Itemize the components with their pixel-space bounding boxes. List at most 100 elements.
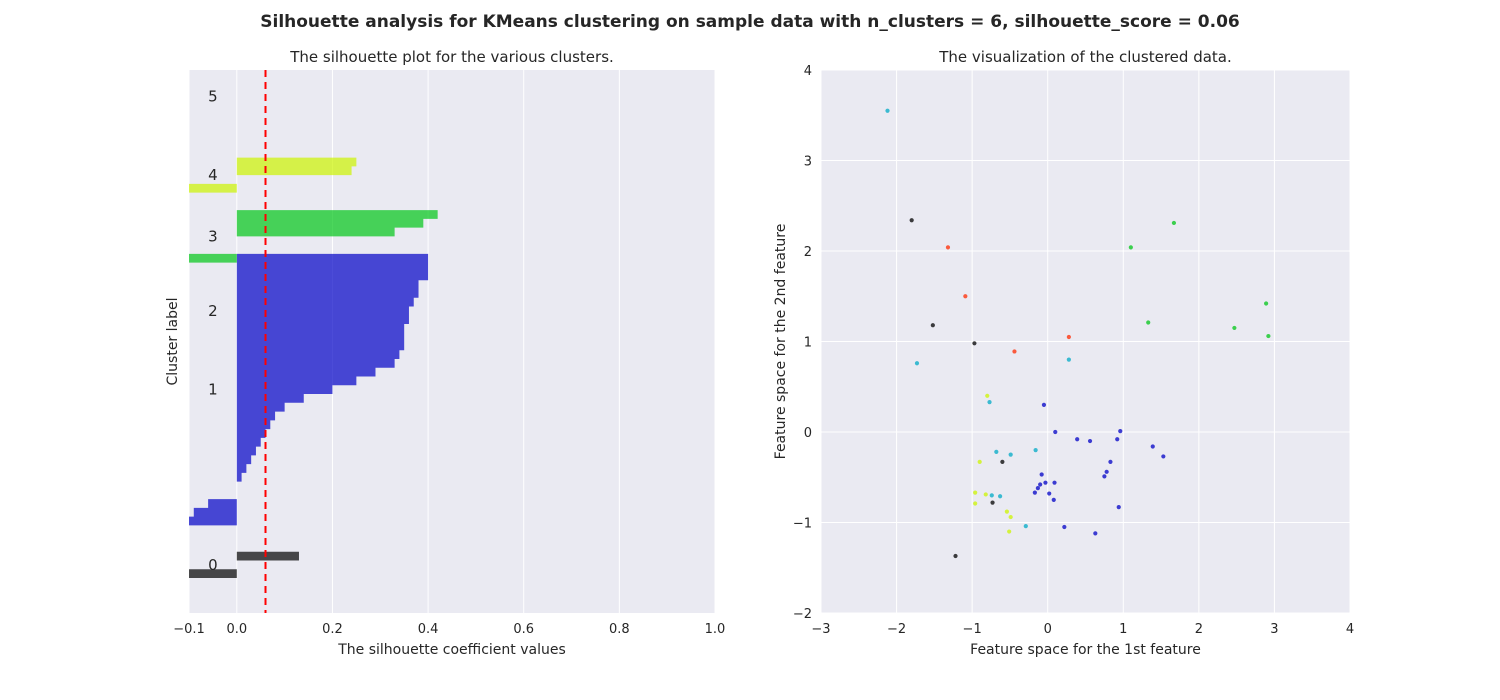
silhouette-y-axis-label: Cluster label (165, 298, 181, 386)
scatter-x-tick-label: 4 (1346, 622, 1354, 637)
scatter-plot-title: The visualization of the clustered data. (938, 48, 1232, 66)
scatter-point-cluster-1 (1075, 437, 1080, 442)
silhouette-cluster-fills (189, 157, 438, 578)
silhouette-fill-cluster-4 (189, 157, 357, 193)
scatter-point-cluster-3 (1171, 220, 1177, 226)
figure-suptitle: Silhouette analysis for KMeans clusterin… (260, 12, 1239, 32)
scatter-y-tick-label: −2 (793, 607, 812, 622)
silhouette-fill-cluster-0 (189, 551, 299, 578)
scatter-x-tick-label: 2 (1195, 622, 1203, 637)
scatter-point-cluster-0 (953, 553, 958, 559)
scatter-point-cluster-5 (1012, 349, 1017, 354)
scatter-x-tick-label: −1 (963, 622, 982, 637)
silhouette-plot: 0 1 2 3 4 5 −0.1 0.0 0.2 0.4 0.6 0.8 1.0 The silhou… (165, 48, 725, 658)
scatter-point-cluster-1 (1039, 472, 1044, 477)
silhouette-cluster-label-2: 2 (208, 302, 218, 320)
scatter-point-cluster-2 (998, 494, 1003, 499)
scatter-point-cluster-1 (1051, 497, 1056, 502)
scatter-y-tick-label: 3 (804, 155, 812, 170)
scatter-point-cluster-4 (977, 459, 982, 464)
scatter-point-cluster-3 (1266, 333, 1271, 339)
scatter-point-cluster-1 (1043, 480, 1048, 485)
silhouette-x-tick-label: 0.2 (322, 622, 343, 637)
scatter-x-tick-label: −3 (811, 622, 830, 637)
scatter-point-cluster-1 (1087, 438, 1093, 444)
silhouette-x-tick-label: 0.8 (609, 622, 630, 637)
scatter-point-cluster-0 (972, 341, 977, 346)
scatter-point-cluster-2 (994, 449, 999, 455)
scatter-point-cluster-3 (1128, 245, 1133, 250)
scatter-point-cluster-0 (990, 500, 995, 505)
silhouette-x-tick-label: 0.0 (226, 622, 247, 637)
scatter-point-cluster-4 (973, 501, 978, 506)
silhouette-x-tick-label: −0.1 (173, 622, 205, 637)
scatter-point-cluster-2 (885, 108, 890, 113)
scatter-point-cluster-1 (1102, 474, 1107, 479)
silhouette-x-tick-label: 0.6 (513, 622, 534, 637)
scatter-point-cluster-5 (945, 245, 951, 250)
scatter-points (885, 108, 1271, 559)
scatter-x-tick-labels: −3 −2 −1 0 1 2 3 4 (811, 622, 1354, 637)
scatter-point-cluster-2 (1066, 357, 1071, 362)
silhouette-cluster-label-0: 0 (208, 556, 218, 574)
scatter-y-tick-label: 0 (804, 426, 812, 441)
scatter-point-cluster-1 (1115, 437, 1120, 442)
scatter-point-cluster-3 (1146, 320, 1151, 325)
scatter-point-cluster-1 (1150, 444, 1155, 449)
scatter-x-tick-label: −2 (887, 622, 906, 637)
scatter-y-tick-label: −1 (793, 517, 812, 532)
scatter-y-tick-label: 4 (804, 64, 812, 79)
silhouette-cluster-label-4: 4 (208, 166, 218, 184)
scatter-point-cluster-1 (1104, 469, 1109, 474)
scatter-y-tick-label: 2 (804, 245, 812, 260)
scatter-point-cluster-4 (1004, 509, 1010, 514)
scatter-point-cluster-1 (1035, 486, 1040, 491)
scatter-point-cluster-0 (930, 323, 935, 328)
silhouette-x-tick-labels: −0.1 0.0 0.2 0.4 0.6 0.8 1.0 (173, 622, 725, 637)
scatter-y-axis-label: Feature space for the 2nd feature (773, 224, 789, 460)
scatter-point-cluster-3 (1264, 301, 1269, 306)
scatter-point-cluster-1 (1032, 490, 1037, 495)
scatter-point-cluster-4 (985, 393, 990, 398)
scatter-y-tick-label: 1 (804, 336, 812, 351)
scatter-point-cluster-2 (1033, 448, 1038, 453)
scatter-x-tick-label: 1 (1119, 622, 1127, 637)
scatter-point-cluster-2 (987, 400, 992, 405)
scatter-point-cluster-1 (1108, 459, 1113, 464)
scatter-point-cluster-1 (1038, 482, 1043, 487)
scatter-point-cluster-4 (1007, 529, 1012, 534)
silhouette-x-axis-label: The silhouette coefficient values (337, 642, 566, 658)
scatter-point-cluster-4 (983, 492, 988, 497)
silhouette-fill-cluster-3 (189, 210, 438, 263)
silhouette-x-tick-label: 1.0 (705, 622, 726, 637)
silhouette-cluster-label-3: 3 (208, 227, 218, 245)
scatter-x-tick-label: 3 (1270, 622, 1278, 637)
scatter-x-axis-label: Feature space for the 1st feature (970, 642, 1201, 658)
scatter-point-cluster-4 (1008, 514, 1013, 520)
scatter-x-tick-label: 0 (1044, 622, 1052, 637)
scatter-point-cluster-2 (914, 361, 920, 366)
silhouette-cluster-label-1: 1 (208, 381, 218, 399)
scatter-point-cluster-1 (1053, 429, 1058, 435)
scatter-point-cluster-1 (1116, 505, 1121, 510)
scatter-point-cluster-3 (1232, 325, 1237, 331)
scatter-point-cluster-1 (1062, 524, 1067, 530)
scatter-point-cluster-1 (1161, 454, 1166, 459)
scatter-point-cluster-1 (1052, 480, 1057, 485)
scatter-point-cluster-1 (1093, 531, 1098, 536)
scatter-point-cluster-2 (1023, 524, 1028, 529)
scatter-point-cluster-5 (963, 294, 968, 299)
scatter-point-cluster-1 (1047, 491, 1052, 496)
silhouette-fill-cluster-1 (189, 253, 429, 526)
scatter-point-cluster-5 (1066, 334, 1071, 340)
silhouette-cluster-label-5: 5 (208, 87, 218, 105)
scatter-y-tick-labels: −2 −1 0 1 2 3 4 (793, 64, 812, 622)
silhouette-cluster-labels: 0 1 2 3 4 5 (208, 87, 218, 574)
scatter-point-cluster-0 (909, 218, 914, 223)
scatter-point-cluster-2 (989, 493, 994, 498)
silhouette-x-tick-label: 0.4 (418, 622, 439, 637)
scatter-point-cluster-4 (973, 490, 978, 495)
scatter-point-cluster-2 (1008, 452, 1013, 457)
scatter-point-cluster-0 (1000, 459, 1005, 464)
